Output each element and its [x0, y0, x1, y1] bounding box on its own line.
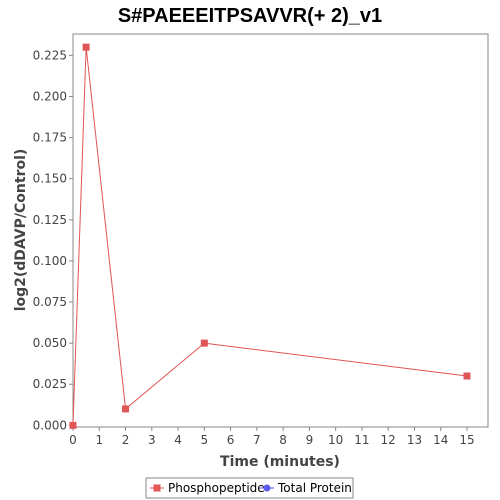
x-tick-label: 5	[201, 433, 209, 447]
y-tick-label: 0.150	[33, 172, 67, 186]
x-tick-label: 6	[227, 433, 235, 447]
legend-box	[145, 477, 354, 499]
y-tick-label: 0.075	[33, 295, 67, 309]
x-tick-label: 1	[95, 433, 103, 447]
x-tick-label: 4	[174, 433, 182, 447]
x-tick-label: 14	[433, 433, 448, 447]
y-tick-label: 0.125	[33, 213, 67, 227]
x-tick-label: 13	[407, 433, 422, 447]
data-point	[463, 372, 471, 380]
y-tick-label: 0.025	[33, 377, 67, 391]
y-tick-label: 0.200	[33, 89, 67, 103]
y-tick-label: 0.225	[33, 48, 67, 62]
x-tick-label: 8	[279, 433, 287, 447]
series-layer	[69, 43, 471, 429]
y-tick-label: 0.000	[33, 418, 67, 432]
y-axis: 0.000 0.025 0.050 0.075 0.100 0.125 0.150 0.175…	[33, 48, 73, 432]
legend-items: Phosphopeptide Total Protein	[150, 481, 352, 495]
x-axis-label: Time (minutes)	[220, 454, 340, 470]
legend-label: Phosphopeptide	[168, 481, 265, 495]
legend-marker	[263, 484, 271, 492]
x-tick-label: 11	[354, 433, 369, 447]
plot-area	[72, 33, 489, 428]
data-point	[200, 339, 208, 347]
x-tick-label: 10	[328, 433, 343, 447]
data-point	[69, 421, 77, 429]
x-tick-label: 12	[381, 433, 396, 447]
x-axis: 0 1 2 3 4 5 6 7 8 9 10 11 12 13 14 15	[69, 427, 475, 447]
chart-title: S#PAEEEITPSAVVR(+ 2)_v1	[118, 5, 382, 27]
x-tick-label: 0	[69, 433, 77, 447]
data-point	[82, 43, 90, 51]
x-tick-label: 15	[459, 433, 474, 447]
data-point	[122, 405, 130, 413]
y-tick-label: 0.100	[33, 254, 67, 268]
y-tick-label: 0.050	[33, 336, 67, 350]
x-tick-label: 9	[306, 433, 314, 447]
legend: Phosphopeptide Total Protein	[145, 477, 354, 499]
x-tick-label: 2	[122, 433, 130, 447]
y-tick-label: 0.175	[33, 131, 67, 145]
x-tick-label: 7	[253, 433, 261, 447]
legend-label: Total Protein	[277, 481, 352, 495]
legend-marker	[153, 484, 161, 492]
x-tick-label: 3	[148, 433, 156, 447]
y-axis-label: log2(dDAVP/Control)	[13, 149, 29, 312]
